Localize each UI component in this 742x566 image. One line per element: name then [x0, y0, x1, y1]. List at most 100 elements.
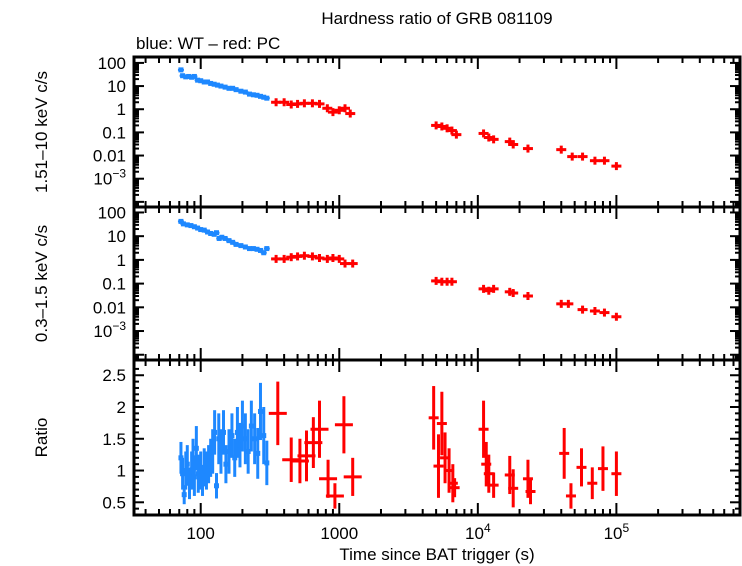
y-tick-label: 0.1: [102, 123, 126, 142]
data-point: [234, 407, 240, 458]
series-pc: [268, 381, 622, 509]
data-point: [563, 299, 574, 308]
marker: [232, 455, 238, 461]
marker: [255, 450, 261, 456]
data-point: [567, 152, 578, 161]
series-pc: [271, 251, 622, 321]
marker: [180, 471, 186, 477]
marker: [181, 492, 187, 498]
data-point: [327, 108, 338, 117]
data-point: [178, 441, 184, 474]
y-tick-label: 10−3: [93, 319, 126, 341]
data-point: [556, 145, 567, 154]
data-point: [206, 445, 212, 484]
data-point: [214, 473, 220, 499]
data-point: [597, 446, 608, 491]
data-point: [599, 308, 610, 317]
data-point: [263, 246, 270, 252]
data-point: [611, 162, 622, 171]
data-point: [508, 469, 519, 508]
data-point: [201, 448, 207, 487]
marker: [195, 471, 201, 477]
data-point: [268, 381, 287, 446]
data-point: [242, 413, 248, 465]
chart-title: Hardness ratio of GRB 081109: [321, 9, 552, 28]
marker: [203, 468, 209, 474]
data-point: [213, 230, 220, 236]
data-point: [177, 67, 184, 73]
data-point: [233, 241, 240, 247]
y-tick-label: 10: [107, 77, 126, 96]
data-point: [508, 140, 519, 149]
marker: [216, 436, 222, 442]
marker: [198, 468, 204, 474]
data-point: [322, 104, 333, 113]
marker: [245, 448, 251, 454]
marker: [183, 468, 189, 474]
data-point: [239, 400, 245, 452]
marker: [208, 455, 214, 461]
data-point: [589, 306, 600, 315]
data-point: [447, 464, 458, 503]
data-point: [478, 284, 489, 293]
marker: [237, 442, 243, 448]
marker: [261, 433, 267, 439]
data-point: [220, 410, 226, 455]
data-point: [576, 448, 587, 487]
marker: [242, 436, 248, 442]
panel-ratio: 0.5 1 1.5 2 2.5 Ratio 100 1000 104 105: [32, 358, 742, 543]
data-point: [428, 386, 439, 450]
data-point: [226, 429, 232, 474]
y-tick-label: 1: [117, 251, 126, 270]
panel-soft: 100 10 1 0.1 0.01 10−3 0.3–1.5 keV c/s: [32, 203, 742, 362]
data-point: [248, 400, 254, 452]
series-wt: [177, 67, 270, 101]
y-tick-label: 1.5: [102, 430, 126, 449]
data-point: [508, 289, 519, 298]
data-point: [589, 156, 600, 165]
data-point: [488, 135, 499, 144]
data-point: [180, 457, 186, 490]
series-wt: [177, 218, 270, 256]
data-point: [334, 396, 353, 454]
data-point: [245, 429, 251, 474]
data-point: [307, 252, 318, 261]
marker: [252, 436, 258, 442]
data-point: [181, 485, 187, 505]
marker: [178, 455, 184, 461]
data-point: [210, 429, 216, 474]
data-point: [449, 478, 460, 498]
data-point: [233, 87, 240, 93]
data-point: [347, 259, 358, 268]
data-point: [229, 413, 235, 458]
marker: [257, 408, 263, 414]
y-tick-label: 0.01: [93, 147, 126, 166]
data-point: [261, 407, 267, 465]
y-axis-label: 1.51–10 keV c/s: [32, 71, 51, 193]
data-point: [611, 312, 622, 321]
marker: [193, 445, 199, 451]
y-tick-label: 2: [117, 398, 126, 417]
data-point: [279, 98, 290, 107]
data-point: [223, 445, 229, 484]
data-point: [343, 457, 362, 496]
data-point: [433, 434, 444, 498]
data-point: [212, 410, 218, 455]
marker: [218, 448, 224, 454]
marker: [191, 474, 197, 480]
panel-frame: [132, 358, 742, 517]
marker: [226, 448, 232, 454]
marker: [201, 464, 207, 470]
marker: [239, 423, 245, 429]
marker: [248, 423, 254, 429]
data-point: [208, 438, 214, 477]
data-point: [237, 422, 243, 468]
marker: [264, 460, 270, 466]
data-point: [525, 478, 536, 505]
y-tick-label: 1: [117, 100, 126, 119]
data-point: [199, 470, 205, 496]
y-tick-label: 0.1: [102, 275, 126, 294]
data-point: [577, 152, 588, 161]
data-point: [436, 391, 447, 456]
